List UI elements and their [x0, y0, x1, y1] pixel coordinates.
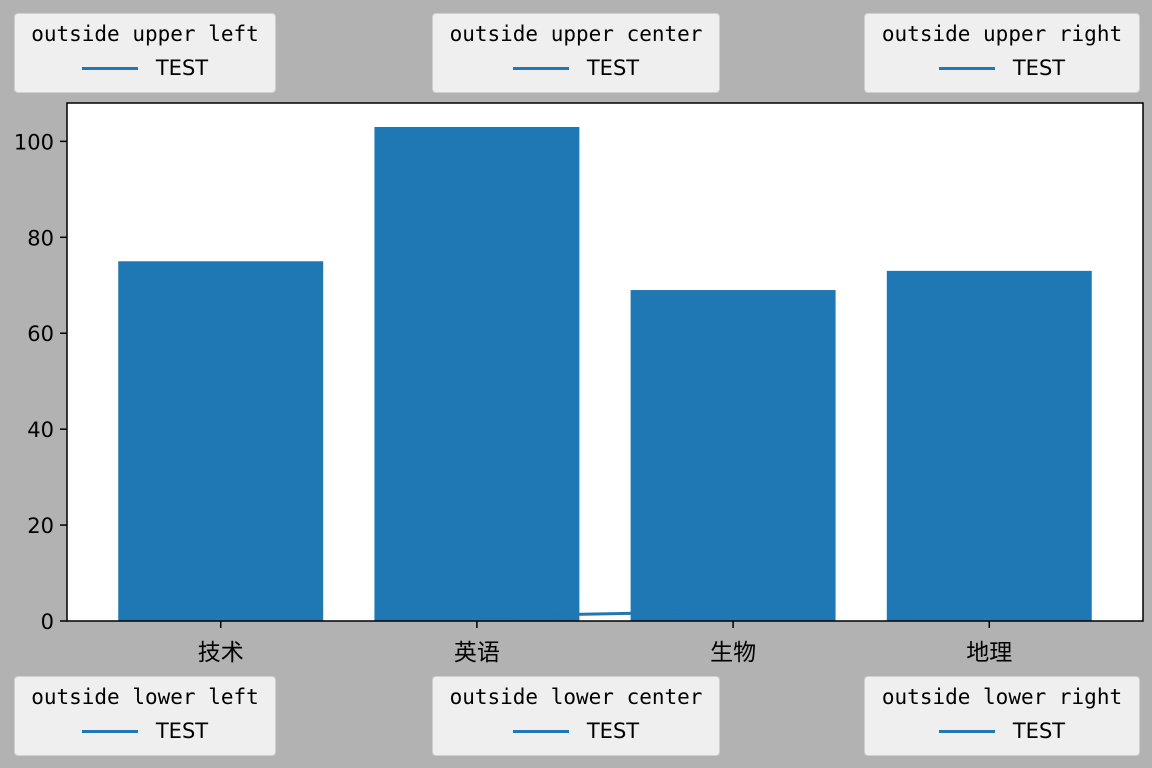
x-tick-label: 地理 — [966, 640, 1012, 666]
plot-frame — [66, 102, 1144, 622]
legend-lower-left: outside lower left TEST — [14, 676, 276, 756]
bar-3 — [886, 270, 1092, 621]
legend-label: TEST — [1012, 719, 1066, 743]
legend-lower-center: outside lower center TEST — [432, 676, 720, 756]
test-series-line — [476, 609, 734, 618]
y-tick-label: 100 — [14, 130, 54, 154]
legend-title: outside upper right — [881, 22, 1123, 46]
y-tick-label: 80 — [27, 226, 54, 250]
legend-upper-left: outside upper left TEST — [14, 13, 276, 93]
legend-line-swatch — [81, 66, 138, 70]
legend-label: TEST — [1012, 56, 1066, 80]
y-tick-label: 20 — [27, 514, 54, 538]
bar-2 — [630, 290, 836, 621]
legend-label: TEST — [586, 719, 640, 743]
legend-title: outside lower center — [449, 685, 703, 709]
legend-line-swatch — [512, 66, 569, 70]
legend-line-swatch — [512, 729, 569, 733]
legend-label: TEST — [155, 719, 209, 743]
x-tick-label: 生物 — [710, 640, 756, 666]
legend-lower-right: outside lower right TEST — [864, 676, 1140, 756]
legend-title: outside lower right — [881, 685, 1123, 709]
legend-line-swatch — [938, 66, 995, 70]
bar-0 — [118, 261, 324, 621]
y-tick-label: 0 — [41, 610, 54, 634]
legend-upper-right: outside upper right TEST — [864, 13, 1140, 93]
y-tick-label: 60 — [27, 322, 54, 346]
legend-title: outside upper center — [449, 22, 703, 46]
x-tick-label: 技术 — [198, 640, 244, 666]
bar-1 — [374, 126, 580, 622]
legend-line-swatch — [938, 729, 995, 733]
x-tick-label: 英语 — [454, 640, 500, 666]
legend-title: outside upper left — [31, 22, 259, 46]
y-tick-label: 40 — [27, 418, 54, 442]
legend-upper-center: outside upper center TEST — [432, 13, 720, 93]
legend-label: TEST — [155, 56, 209, 80]
legend-line-swatch — [81, 729, 138, 733]
legend-title: outside lower left — [31, 685, 259, 709]
legend-label: TEST — [586, 56, 640, 80]
